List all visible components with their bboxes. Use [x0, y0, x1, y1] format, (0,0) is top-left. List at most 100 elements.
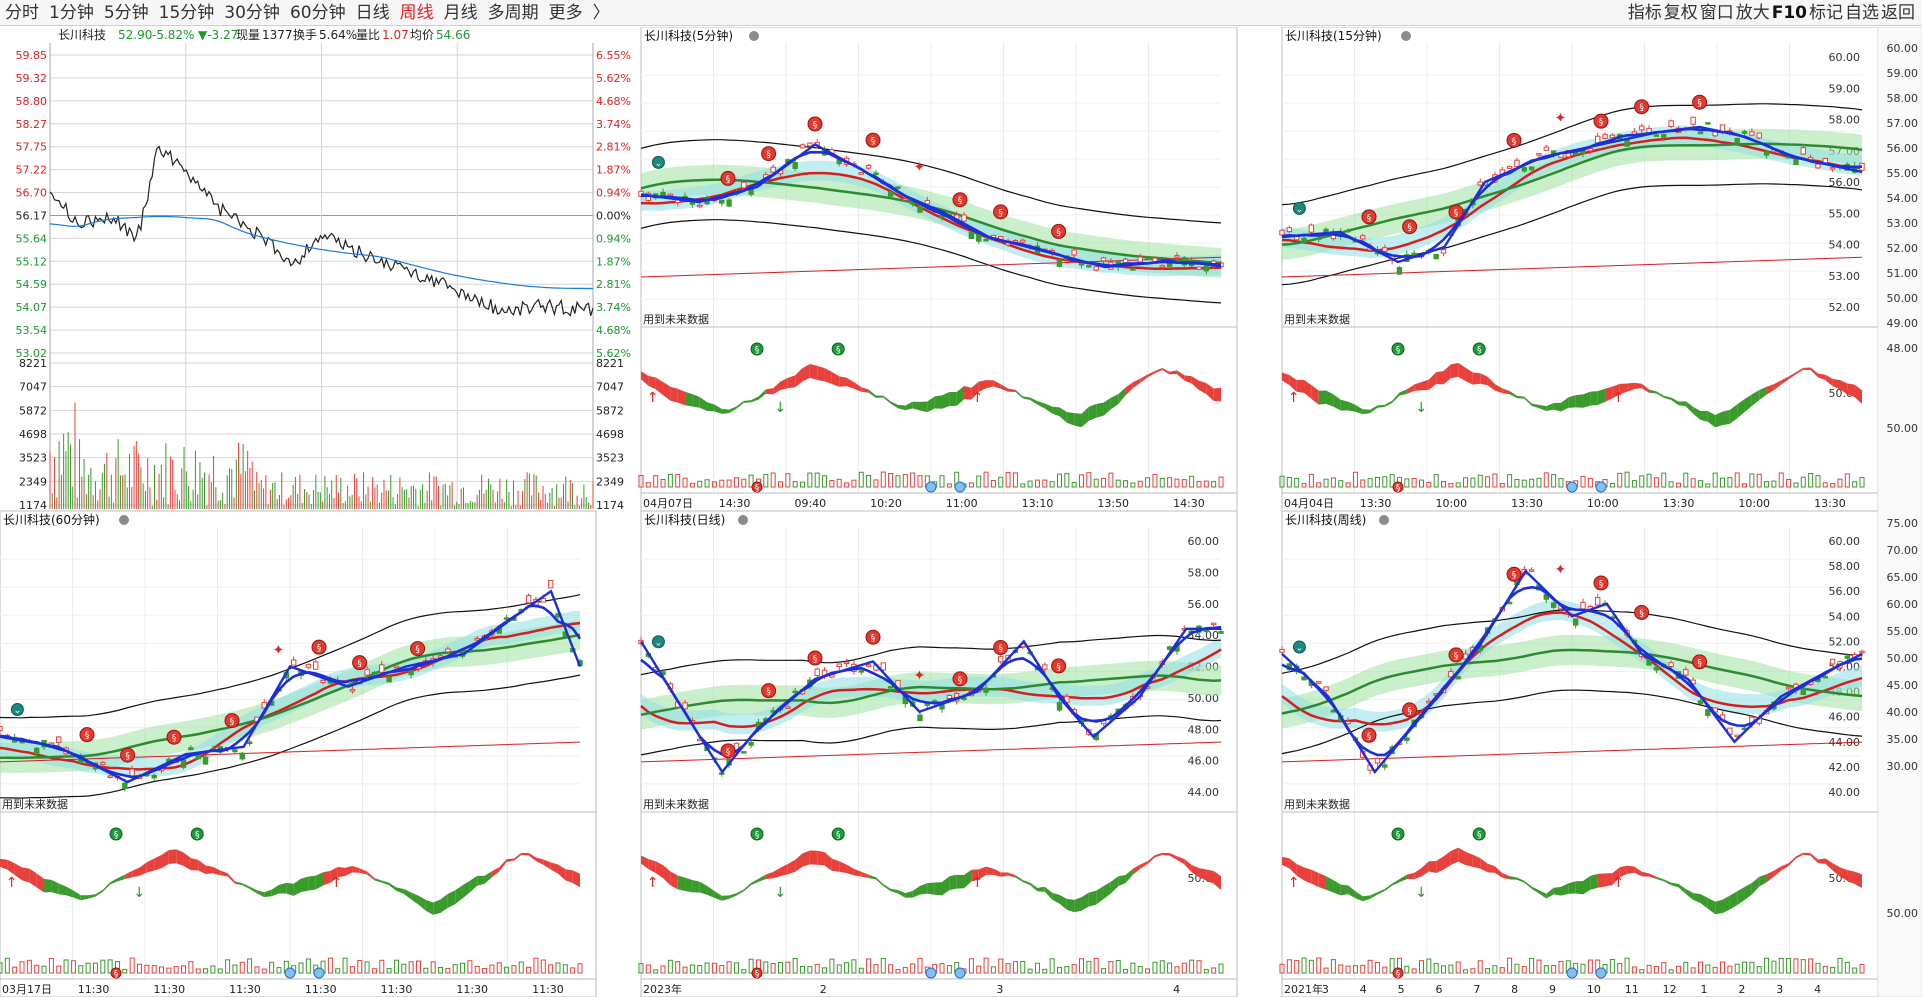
indicator-ribbon [1480, 858, 1488, 873]
pct-tick: 4.68% [596, 324, 631, 337]
indicator-bar [858, 471, 864, 488]
indicator-ribbon [1436, 856, 1444, 873]
sell-signal-icon [1392, 481, 1404, 493]
period-tab[interactable]: 更多 [548, 2, 583, 23]
future-data-note: 用到未来数据 [1284, 312, 1350, 326]
indicator-bar [555, 962, 561, 974]
chart-area[interactable]: 长川科技 52.90 -5.82% ▼-3.27 现量 1377 换手 5.64% 量比 1.07… [0, 27, 1922, 997]
candle-body [34, 747, 40, 755]
indicator-ribbon [359, 868, 368, 875]
indicator-ribbon [396, 887, 404, 894]
candle-body [525, 595, 532, 604]
candle-body [1683, 669, 1689, 676]
indicator-bar [645, 482, 651, 488]
toolbar-action[interactable]: 窗口 [1699, 3, 1734, 23]
indicator-bar [349, 966, 355, 974]
indicator-ribbon [1318, 390, 1327, 405]
toolbar-action[interactable]: 放大 [1735, 3, 1770, 23]
indicator-ribbon [513, 852, 522, 861]
period-tab[interactable]: 15分钟 [158, 2, 215, 23]
indicator-bar [1536, 959, 1542, 974]
indicator-bar [1034, 962, 1040, 974]
indicator-bar [1382, 966, 1388, 974]
toolbar-action[interactable]: 指标 [1627, 3, 1662, 23]
indicator-bar [895, 475, 901, 488]
period-tab[interactable]: 60分钟 [289, 2, 346, 23]
toolbar-action[interactable]: 标记 [1809, 3, 1843, 23]
butterfly-icon: ✦ [914, 668, 926, 684]
indicator-ribbon [176, 849, 184, 866]
long-ma-line [640, 741, 1222, 763]
down-arrow-icon: ↓ [774, 885, 786, 901]
indicator-bar [26, 959, 32, 974]
period-tab[interactable]: 日线 [355, 2, 390, 23]
indicator-ribbon [1839, 867, 1848, 882]
toolbar-action[interactable]: F10 [1771, 3, 1807, 23]
sell-signal-icon: § [1599, 118, 1604, 128]
period-tab[interactable]: 5分钟 [103, 2, 149, 23]
indicator-ribbon [677, 875, 686, 892]
volume-tick: 8221 [19, 357, 47, 370]
pct-tick: 2.81% [596, 141, 631, 154]
indicator-ribbon [1081, 406, 1089, 428]
candle-body [814, 668, 820, 677]
toolbar-action[interactable]: 自选 [1845, 3, 1879, 23]
indicator-ribbon [692, 879, 700, 893]
pct-tick: 1.87% [596, 255, 631, 268]
indicator-ribbon [1008, 872, 1016, 878]
indicator-bar [1345, 482, 1351, 488]
period-tab[interactable]: 月线 [443, 2, 478, 23]
candle-body [1308, 224, 1315, 233]
y-axis-tick: 52.00 [1829, 301, 1861, 314]
right-axis-tick: 60.00 [1887, 598, 1919, 611]
indicator-ribbon [139, 862, 147, 876]
period-toolbar: 分时 1分钟 5分钟 15分钟 30分钟 60分钟 日线 周线 月线 多周期 更多〉 指标 复权 窗口放… [0, 0, 1922, 26]
more-chevron-icon[interactable]: 〉 [592, 2, 610, 23]
indicator-bar [1374, 476, 1380, 488]
indicator-bar [638, 474, 644, 488]
indicator-ribbon [1663, 879, 1672, 886]
chevron-signal-icon [651, 155, 665, 169]
candle-body [371, 671, 378, 675]
right-axis-tick: 56.00 [1887, 142, 1919, 155]
indicator-bar [1145, 477, 1151, 488]
indicator-bar [1101, 477, 1107, 488]
indicator-bar [379, 959, 385, 974]
indicator-bar [496, 962, 502, 974]
indicator-bar [335, 968, 341, 974]
indicator-bar [482, 967, 488, 974]
indicator-bar [1617, 472, 1623, 488]
indicator-bar [1536, 477, 1542, 488]
indicator-ribbon [868, 389, 876, 398]
indicator-ribbon [1715, 411, 1723, 428]
sell-signal-icon: § [1407, 223, 1412, 233]
candle-body [1279, 229, 1285, 236]
candle-body [1301, 676, 1307, 681]
indicator-bar [1005, 963, 1011, 974]
indicator-ribbon [1737, 399, 1745, 419]
y-axis-tick: 56.00 [1829, 176, 1861, 189]
price-tick: 54.07 [16, 301, 48, 314]
period-tab[interactable]: 1分钟 [49, 2, 94, 23]
period-tabs: 分时 1分钟 5分钟 15分钟 30分钟 60分钟 日线 周线 月线 多周期 更多〉 [0, 0, 615, 26]
candle-body [902, 198, 909, 201]
period-tab[interactable]: 30分钟 [224, 2, 280, 23]
candle-body [1411, 252, 1417, 256]
indicator-ribbon [1370, 892, 1378, 899]
indicator-ribbon [1803, 367, 1811, 371]
indicator-bar [998, 476, 1004, 488]
indicator-ribbon [1384, 400, 1393, 407]
toolbar-action[interactable]: 复权 [1663, 3, 1698, 23]
period-tab[interactable]: 周线 [399, 2, 434, 23]
candle-body [1697, 700, 1704, 705]
indicator-ribbon [220, 870, 228, 877]
indicator-bar [151, 965, 157, 974]
indicator-ribbon [205, 865, 213, 875]
candle-body [792, 690, 798, 694]
period-tab[interactable]: 多周期 [487, 2, 539, 23]
indicator-bar [888, 473, 894, 488]
toolbar-action[interactable]: 返回 [1881, 3, 1915, 23]
indicator-ribbon [1176, 856, 1185, 865]
period-tab[interactable]: 分时 [5, 2, 39, 23]
